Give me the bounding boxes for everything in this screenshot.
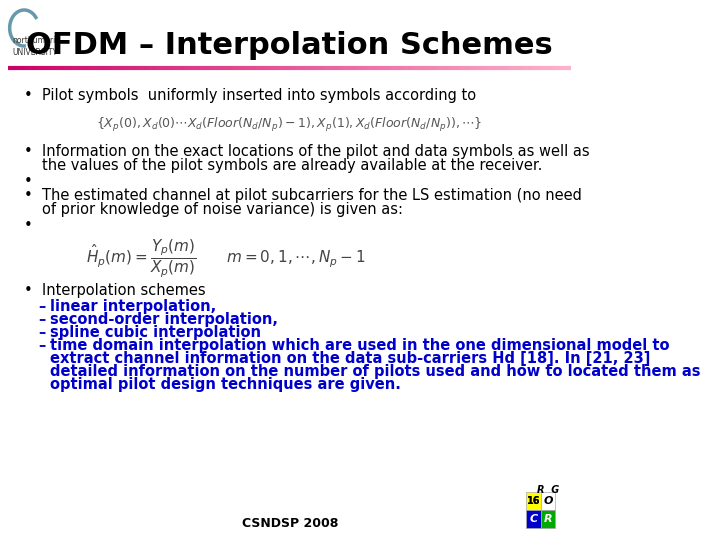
Text: 16: 16 [527,496,540,506]
FancyBboxPatch shape [526,510,541,528]
Text: •: • [24,88,33,103]
Text: •: • [24,283,33,298]
Text: –: – [39,312,46,327]
Text: $\hat{H}_p(m) = \dfrac{Y_p(m)}{X_p(m)} \quad\quad m = 0, 1, \cdots, N_p - 1$: $\hat{H}_p(m) = \dfrac{Y_p(m)}{X_p(m)} \… [86,238,365,280]
Text: –: – [39,299,46,314]
Text: spline cubic interpolation: spline cubic interpolation [50,325,261,340]
Text: R  G: R G [537,485,559,495]
Text: C: C [529,514,538,524]
Text: detailed information on the number of pilots used and how to located them as: detailed information on the number of pi… [50,364,701,379]
Text: $\{X_p(0), X_d(0)\cdots X_d(Floor(N_d/N_p)-1), X_p(1), X_d(Floor(N_d/N_p)),\cdot: $\{X_p(0), X_d(0)\cdots X_d(Floor(N_d/N_… [96,116,483,134]
FancyBboxPatch shape [541,510,555,528]
Text: the values of the pilot symbols are already available at the receiver.: the values of the pilot symbols are alre… [42,158,542,173]
Text: northumbria
UNIVERSITY: northumbria UNIVERSITY [12,36,60,57]
Text: •: • [24,218,33,233]
Text: O: O [544,496,553,506]
Text: Interpolation schemes: Interpolation schemes [42,283,205,298]
Text: OFDM – Interpolation Schemes: OFDM – Interpolation Schemes [27,30,553,59]
Text: •: • [24,188,33,203]
Text: CSNDSP 2008: CSNDSP 2008 [241,517,338,530]
Text: –: – [39,325,46,340]
Text: The estimated channel at pilot subcarriers for the LS estimation (no need: The estimated channel at pilot subcarrie… [42,188,582,203]
Text: Information on the exact locations of the pilot and data symbols as well as: Information on the exact locations of th… [42,144,590,159]
Text: time domain interpolation which are used in the one dimensional model to: time domain interpolation which are used… [50,338,670,353]
Text: second-order interpolation,: second-order interpolation, [50,312,278,327]
FancyBboxPatch shape [541,492,555,510]
Text: optimal pilot design techniques are given.: optimal pilot design techniques are give… [50,377,401,392]
Text: •: • [24,174,33,189]
Text: of prior knowledge of noise variance) is given as:: of prior knowledge of noise variance) is… [42,202,403,217]
Text: Pilot symbols  uniformly inserted into symbols according to: Pilot symbols uniformly inserted into sy… [42,88,476,103]
Text: –: – [39,338,46,353]
FancyBboxPatch shape [526,492,541,510]
Text: R: R [544,514,552,524]
Text: •: • [24,144,33,159]
Text: 16: 16 [527,496,540,506]
Text: extract channel information on the data sub-carriers Hd [18]. In [21, 23]: extract channel information on the data … [50,351,650,366]
Text: linear interpolation,: linear interpolation, [50,299,216,314]
